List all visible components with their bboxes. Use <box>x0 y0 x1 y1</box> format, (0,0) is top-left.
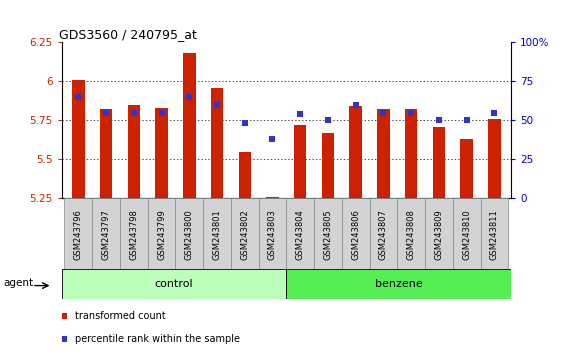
Bar <box>127 105 140 198</box>
Text: GSM243807: GSM243807 <box>379 209 388 260</box>
FancyBboxPatch shape <box>203 198 231 269</box>
Text: percentile rank within the sample: percentile rank within the sample <box>75 333 240 344</box>
Bar <box>460 139 473 198</box>
FancyBboxPatch shape <box>120 198 148 269</box>
FancyBboxPatch shape <box>287 198 314 269</box>
FancyBboxPatch shape <box>425 198 453 269</box>
FancyBboxPatch shape <box>65 198 92 269</box>
Bar <box>72 80 85 198</box>
FancyBboxPatch shape <box>259 198 287 269</box>
Text: GSM243801: GSM243801 <box>212 209 222 259</box>
Text: GSM243796: GSM243796 <box>74 209 83 260</box>
Bar <box>183 53 195 198</box>
FancyBboxPatch shape <box>369 198 397 269</box>
Text: transformed count: transformed count <box>75 310 166 321</box>
FancyBboxPatch shape <box>481 198 508 269</box>
Text: GDS3560 / 240795_at: GDS3560 / 240795_at <box>59 28 198 41</box>
Bar <box>321 133 334 198</box>
Text: GSM243805: GSM243805 <box>323 209 332 259</box>
FancyBboxPatch shape <box>314 198 342 269</box>
FancyBboxPatch shape <box>148 198 175 269</box>
FancyBboxPatch shape <box>453 198 481 269</box>
FancyBboxPatch shape <box>342 198 369 269</box>
Text: GSM243797: GSM243797 <box>102 209 111 260</box>
Text: GSM243802: GSM243802 <box>240 209 250 259</box>
Text: agent: agent <box>3 278 33 287</box>
Text: GSM243806: GSM243806 <box>351 209 360 260</box>
Text: control: control <box>155 279 194 289</box>
Text: GSM243799: GSM243799 <box>157 209 166 259</box>
FancyBboxPatch shape <box>92 198 120 269</box>
Bar <box>266 197 279 198</box>
FancyBboxPatch shape <box>175 198 203 269</box>
Bar <box>100 109 112 198</box>
Text: GSM243810: GSM243810 <box>462 209 471 259</box>
Text: benzene: benzene <box>375 279 423 289</box>
Bar <box>211 88 223 198</box>
Bar <box>294 125 307 198</box>
Bar <box>377 109 389 198</box>
Text: GSM243811: GSM243811 <box>490 209 499 259</box>
Bar <box>405 109 417 198</box>
Text: GSM243808: GSM243808 <box>407 209 416 260</box>
Bar <box>155 108 168 198</box>
Text: GSM243800: GSM243800 <box>185 209 194 259</box>
Text: GSM243803: GSM243803 <box>268 209 277 260</box>
FancyBboxPatch shape <box>231 198 259 269</box>
Bar <box>239 152 251 198</box>
FancyBboxPatch shape <box>286 269 511 299</box>
Bar <box>349 106 362 198</box>
FancyBboxPatch shape <box>62 269 286 299</box>
FancyBboxPatch shape <box>397 198 425 269</box>
Bar <box>433 127 445 198</box>
Bar <box>488 119 501 198</box>
Text: GSM243809: GSM243809 <box>435 209 444 259</box>
Text: GSM243804: GSM243804 <box>296 209 305 259</box>
Text: GSM243798: GSM243798 <box>129 209 138 260</box>
